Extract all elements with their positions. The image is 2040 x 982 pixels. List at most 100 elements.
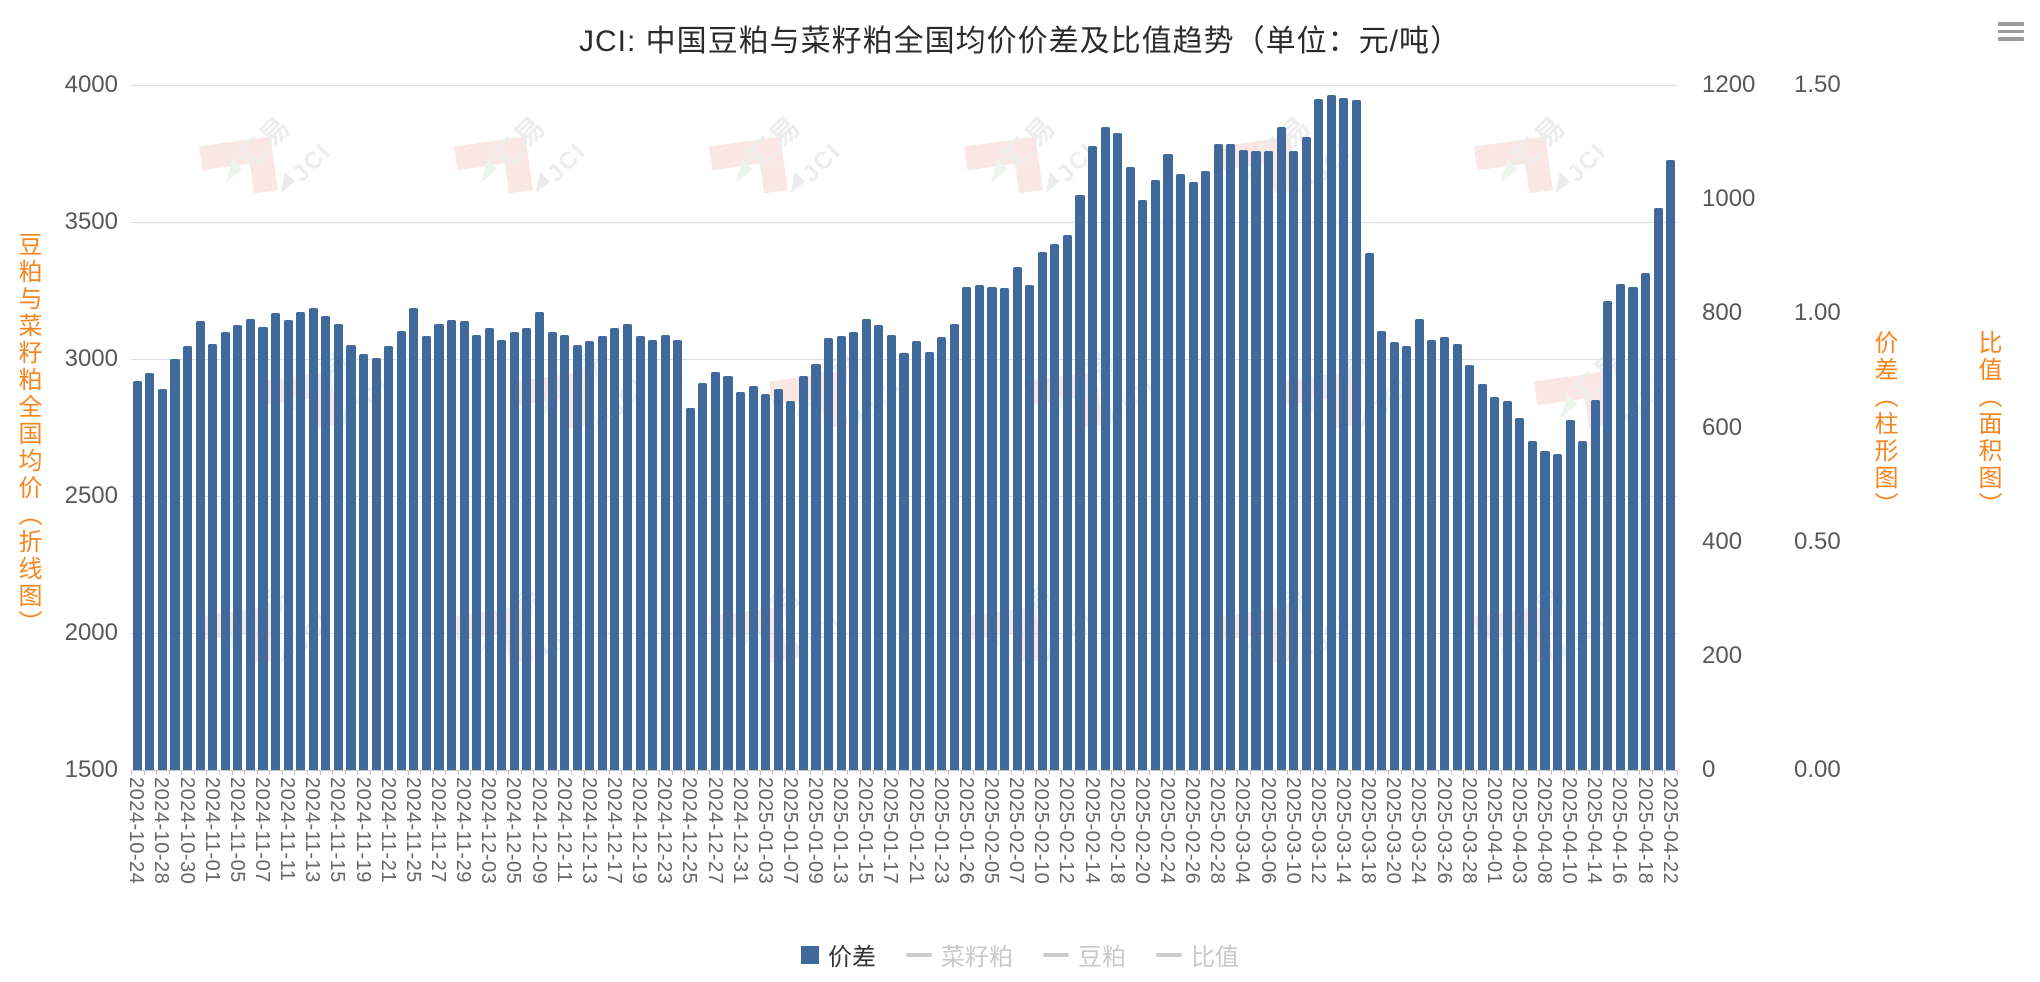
price-diff-bar[interactable]: [371, 358, 381, 770]
price-diff-bar[interactable]: [572, 344, 582, 770]
price-diff-bar[interactable]: [1641, 273, 1651, 770]
price-diff-bar[interactable]: [622, 323, 633, 770]
price-diff-bar[interactable]: [1314, 98, 1324, 770]
price-diff-bar[interactable]: [308, 308, 318, 770]
price-diff-bar[interactable]: [849, 331, 859, 770]
price-diff-bar[interactable]: [1263, 150, 1274, 770]
legend-item-菜籽粕[interactable]: 菜籽粕: [906, 937, 1013, 972]
price-diff-bar[interactable]: [258, 326, 268, 770]
price-diff-bar[interactable]: [748, 386, 758, 770]
price-diff-bar[interactable]: [534, 311, 545, 770]
price-diff-bar[interactable]: [962, 286, 972, 770]
price-diff-bar[interactable]: [245, 318, 255, 770]
price-diff-bar[interactable]: [861, 318, 871, 770]
legend-item-豆粕[interactable]: 豆粕: [1043, 937, 1126, 972]
price-diff-bar[interactable]: [283, 319, 293, 770]
price-diff-bar[interactable]: [233, 324, 243, 771]
price-diff-bar[interactable]: [1226, 143, 1236, 770]
price-diff-bar[interactable]: [409, 308, 419, 770]
price-diff-bar[interactable]: [610, 327, 620, 770]
price-diff-bar[interactable]: [924, 352, 934, 770]
price-diff-bar[interactable]: [321, 315, 331, 770]
price-diff-bar[interactable]: [157, 389, 167, 770]
price-diff-bar[interactable]: [183, 346, 193, 770]
price-diff-bar[interactable]: [1201, 171, 1211, 770]
price-diff-bar[interactable]: [1351, 99, 1362, 770]
price-diff-bar[interactable]: [459, 321, 469, 770]
price-diff-bar[interactable]: [1515, 417, 1525, 770]
price-diff-bar[interactable]: [145, 373, 155, 770]
price-diff-bar[interactable]: [1439, 337, 1450, 770]
price-diff-bar[interactable]: [1088, 145, 1098, 770]
price-diff-bar[interactable]: [1175, 174, 1186, 770]
price-diff-bar[interactable]: [886, 334, 896, 770]
price-diff-bar[interactable]: [396, 330, 406, 770]
price-diff-bar[interactable]: [497, 340, 507, 770]
price-diff-bar[interactable]: [346, 345, 356, 770]
price-diff-bar[interactable]: [1427, 339, 1437, 770]
price-diff-bar[interactable]: [384, 346, 394, 770]
price-diff-bar[interactable]: [1213, 143, 1223, 770]
price-diff-bar[interactable]: [836, 336, 846, 770]
price-diff-bar[interactable]: [798, 376, 809, 770]
price-diff-bar[interactable]: [761, 394, 771, 770]
price-diff-bar[interactable]: [1163, 153, 1173, 770]
price-diff-bar[interactable]: [522, 328, 532, 770]
price-diff-bar[interactable]: [220, 332, 230, 770]
price-diff-bar[interactable]: [974, 285, 984, 770]
price-diff-bar[interactable]: [1653, 208, 1663, 770]
price-diff-bar[interactable]: [786, 401, 796, 770]
price-diff-bar[interactable]: [1553, 453, 1563, 770]
price-diff-bar[interactable]: [1150, 179, 1160, 770]
price-diff-bar[interactable]: [1565, 419, 1575, 770]
price-diff-bar[interactable]: [1452, 344, 1462, 770]
price-diff-bar[interactable]: [446, 320, 457, 770]
price-diff-bar[interactable]: [736, 392, 746, 770]
price-diff-bar[interactable]: [1301, 136, 1311, 770]
price-diff-bar[interactable]: [1364, 253, 1374, 770]
price-diff-bar[interactable]: [1377, 330, 1387, 770]
price-diff-bar[interactable]: [710, 371, 721, 770]
price-diff-bar[interactable]: [987, 286, 997, 770]
price-diff-bar[interactable]: [1339, 97, 1349, 770]
price-diff-bar[interactable]: [1050, 243, 1060, 770]
price-diff-bar[interactable]: [1527, 441, 1538, 770]
price-diff-bar[interactable]: [1326, 94, 1336, 770]
menu-icon[interactable]: [1998, 22, 2024, 42]
price-diff-bar[interactable]: [132, 380, 142, 770]
price-diff-bar[interactable]: [824, 338, 834, 770]
price-diff-bar[interactable]: [1238, 149, 1248, 770]
price-diff-bar[interactable]: [333, 324, 343, 770]
price-diff-bar[interactable]: [1251, 150, 1261, 770]
price-diff-bar[interactable]: [547, 331, 557, 770]
price-diff-bar[interactable]: [698, 383, 708, 770]
price-diff-bar[interactable]: [208, 343, 218, 770]
price-diff-bar[interactable]: [472, 334, 482, 770]
price-diff-bar[interactable]: [434, 324, 444, 770]
price-diff-bar[interactable]: [648, 339, 658, 770]
price-diff-bar[interactable]: [1025, 285, 1035, 770]
price-diff-bar[interactable]: [296, 312, 306, 770]
price-diff-bar[interactable]: [723, 376, 733, 770]
price-diff-bar[interactable]: [421, 336, 431, 770]
price-diff-bar[interactable]: [1037, 252, 1047, 770]
price-diff-bar[interactable]: [773, 389, 783, 770]
price-diff-bar[interactable]: [874, 325, 884, 770]
price-diff-bar[interactable]: [1000, 287, 1010, 770]
price-diff-bar[interactable]: [1012, 266, 1022, 770]
price-diff-bar[interactable]: [1590, 400, 1600, 770]
price-diff-bar[interactable]: [1615, 283, 1626, 770]
price-diff-bar[interactable]: [1465, 364, 1475, 770]
price-diff-bar[interactable]: [1477, 383, 1487, 770]
price-diff-bar[interactable]: [1113, 132, 1123, 770]
price-diff-bar[interactable]: [484, 328, 494, 770]
price-diff-bar[interactable]: [673, 340, 683, 770]
price-diff-bar[interactable]: [358, 354, 369, 770]
price-diff-bar[interactable]: [1188, 182, 1198, 770]
price-diff-bar[interactable]: [660, 334, 670, 770]
price-diff-bar[interactable]: [585, 341, 595, 770]
price-diff-bar[interactable]: [899, 353, 909, 770]
price-diff-bar[interactable]: [1540, 450, 1550, 770]
price-diff-bar[interactable]: [1138, 200, 1148, 770]
price-diff-bar[interactable]: [1603, 301, 1613, 770]
